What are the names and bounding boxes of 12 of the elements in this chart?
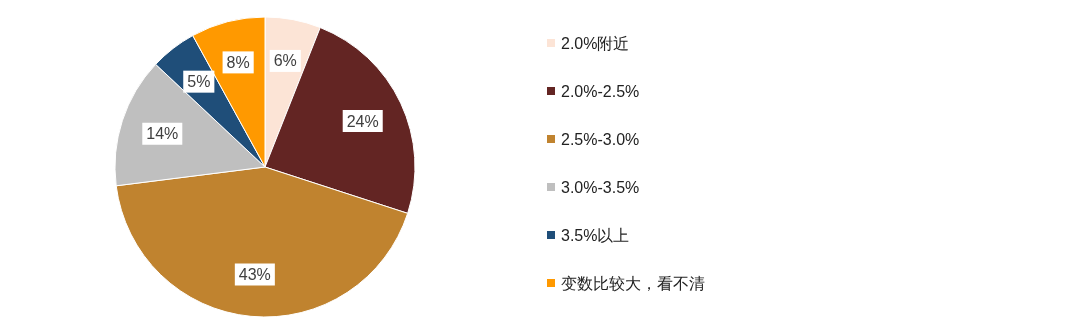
- data-label: 5%: [187, 73, 211, 91]
- data-label: 14%: [146, 125, 179, 143]
- data-label: 24%: [346, 112, 379, 130]
- data-label: 6%: [273, 52, 297, 70]
- legend-label: 2.5%-3.0%: [561, 130, 640, 148]
- legend-label: 变数比较大，看不清: [561, 274, 705, 292]
- legend-label: 3.0%-3.5%: [561, 178, 640, 196]
- data-label: 43%: [238, 266, 271, 284]
- legend-label: 3.5%以上: [561, 226, 630, 244]
- data-label: 8%: [226, 53, 250, 71]
- legend-label: 2.0%附近: [561, 34, 630, 52]
- legend-label: 2.0%-2.5%: [561, 82, 640, 100]
